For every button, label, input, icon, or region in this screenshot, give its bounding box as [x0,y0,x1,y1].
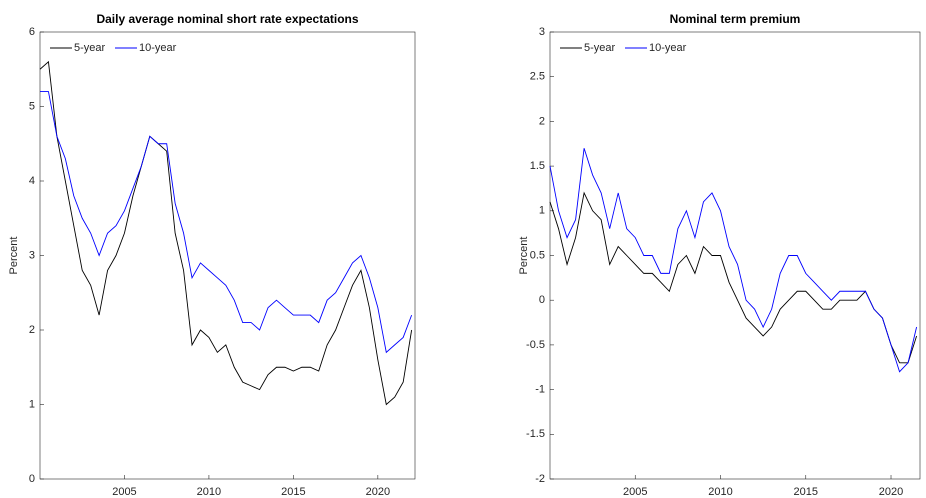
x-tick-label: 2010 [197,486,221,498]
y-tick-label: 0.5 [530,249,545,261]
y-axis-label: Percent [518,237,530,275]
x-tick-label: 2010 [708,486,732,498]
x-tick-label: 2020 [879,486,903,498]
series-line [549,148,918,373]
chart-title: Daily average nominal short rate expecta… [96,12,358,26]
series-line [40,91,413,354]
y-tick-label: -1 [535,384,545,396]
y-axis-label: Percent [8,237,20,275]
series-line [39,60,413,406]
legend-label: 10-year [139,42,177,54]
y-tick-label: 0 [29,473,35,485]
y-tick-label: 1.5 [530,160,545,172]
y-tick-label: -0.5 [526,339,545,351]
x-tick-label: 2005 [112,486,136,498]
legend-label: 5-year [74,42,106,54]
y-tick-label: 6 [29,26,35,38]
x-tick-label: 2015 [794,486,818,498]
y-tick-label: 4 [29,175,35,187]
y-tick-label: -1.5 [526,428,545,440]
y-tick-label: 2 [539,115,545,127]
y-tick-label: 2 [29,324,35,336]
y-tick-label: 2.5 [530,71,545,83]
y-tick-label: -2 [535,473,545,485]
plot-area [39,31,416,480]
legend-label: 10-year [649,42,687,54]
y-tick-label: 3 [29,249,35,261]
x-tick-label: 2005 [623,486,647,498]
y-tick-label: 1 [539,205,545,217]
y-tick-label: 0 [539,294,545,306]
y-tick-label: 3 [539,26,545,38]
y-tick-label: 5 [29,100,35,112]
y-tick-label: 1 [29,398,35,410]
x-tick-label: 2015 [281,486,305,498]
legend-label: 5-year [584,42,616,54]
x-tick-label: 2020 [366,486,390,498]
series-line [549,191,918,364]
chart-title: Nominal term premium [670,12,801,26]
plot-area [549,31,921,480]
